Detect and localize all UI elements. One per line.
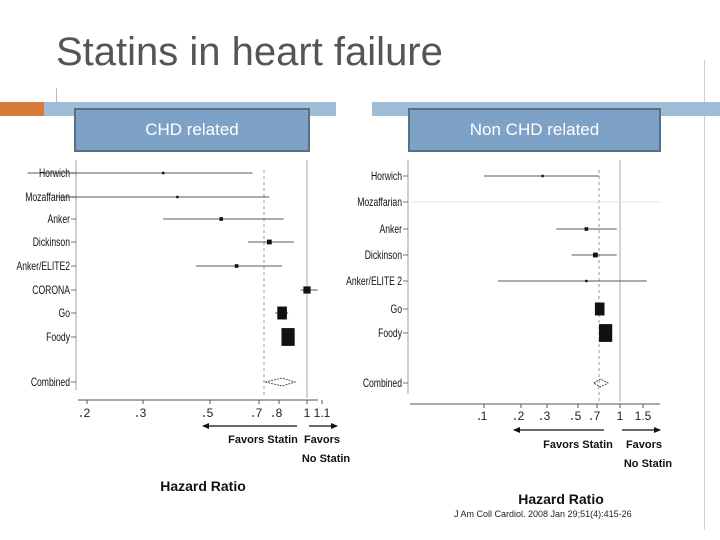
nonchd-x-tick-decimal-point [478,418,480,420]
chd-study-point [277,306,287,320]
nonchd-combined-label: Combined [363,378,402,391]
chd-study-point [162,171,165,175]
accent-bar-gap [336,102,372,116]
chd-x-tick-label: 1.1 [314,406,331,420]
chd-favors-label: Favors [304,434,340,446]
chd-combined-diamond [265,377,297,387]
chd-favors-no-statin-arrowhead [331,423,338,429]
nonchd-favors-no-statin-arrowhead [654,427,661,433]
nonchd-favors-statin-arrowhead [513,427,520,433]
nonchd-x-tick-decimal-point [590,418,592,420]
chd-study-label: Anker/ELITE2 [16,261,70,274]
chd-study-point [266,239,272,245]
nonchd-study-label: Dickinson [365,250,402,263]
accent-bar-orange [0,102,44,116]
frame-line [56,88,57,102]
nonchd-study-label: Horwich [371,171,402,184]
chd-x-tick-label: 7 [256,406,263,420]
chd-x-tick-label: 5 [207,406,214,420]
chd-study-point [281,328,295,346]
right-rule [704,60,705,530]
chd-x-axis-title: Hazard Ratio [160,478,246,494]
chd-study-label: Mozaffarian [25,192,70,205]
chd-favors-statin-arrowhead [202,423,209,429]
chd-related-label: CHD related [74,108,310,152]
nonchd-favors-statin-label: Favors Statin [543,439,613,451]
chd-study-point [176,195,179,199]
chd-study-point [303,286,311,294]
chd-study-label: Go [59,308,71,321]
chd-x-tick-label: 8 [276,406,283,420]
non-chd-related-label: Non CHD related [408,108,661,152]
chd-x-tick-decimal-point [252,415,254,417]
chd-study-point [219,217,224,221]
chd-study-point [234,264,239,268]
nonchd-x-tick-label: 5 [575,409,582,423]
nonchd-x-axis-title: Hazard Ratio [518,491,604,507]
nonchd-study-point [599,324,613,342]
nonchd-study-point [584,227,589,231]
chd-no-statin-label: No Statin [302,453,351,465]
nonchd-study-label: Anker [380,224,403,237]
chd-x-tick-label: 2 [84,406,91,420]
chd-study-label: CORONA [32,285,70,298]
chd-x-tick-decimal-point [203,415,205,417]
nonchd-study-label: Foody [378,328,403,341]
slide-title: Statins in heart failure [56,30,443,74]
chd-study-label: Foody [46,332,71,345]
chd-x-tick-decimal-point [272,415,274,417]
nonchd-x-tick-decimal-point [514,418,516,420]
citation: J Am Coll Cardiol. 2008 Jan 29;51(4):415… [454,509,632,519]
nonchd-x-tick-decimal-point [540,418,542,420]
nonchd-study-point [541,174,544,178]
chd-study-label: Dickinson [33,237,70,250]
nonchd-x-tick-label: 1 [617,409,624,423]
chd-x-tick-label: 3 [140,406,147,420]
nonchd-x-tick-label: 2 [518,409,525,423]
chd-study-label: Anker [48,214,71,227]
nonchd-x-tick-label: 3 [544,409,551,423]
chd-favors-statin-label: Favors Statin [228,434,298,446]
nonchd-x-tick-decimal-point [571,418,573,420]
chd-x-tick-decimal-point [80,415,82,417]
nonchd-study-point [592,252,598,258]
nonchd-study-label: Anker/ELITE 2 [346,276,402,289]
chd-study-label: Horwich [39,168,70,181]
nonchd-study-label: Mozaffarian [357,197,402,210]
nonchd-combined-diamond [592,378,609,388]
nonchd-study-label: Go [391,304,403,317]
nonchd-x-tick-label: 7 [594,409,601,423]
nonchd-favors-label: Favors [626,439,662,451]
nonchd-x-tick-label: 1.5 [635,409,652,423]
chd-combined-label: Combined [31,377,70,390]
chd-x-tick-decimal-point [136,415,138,417]
nonchd-study-point [594,302,605,316]
nonchd-no-statin-label: No Statin [624,458,673,470]
nonchd-x-tick-label: 1 [481,409,488,423]
chd-x-tick-label: 1 [304,406,311,420]
nonchd-study-point [585,279,588,283]
